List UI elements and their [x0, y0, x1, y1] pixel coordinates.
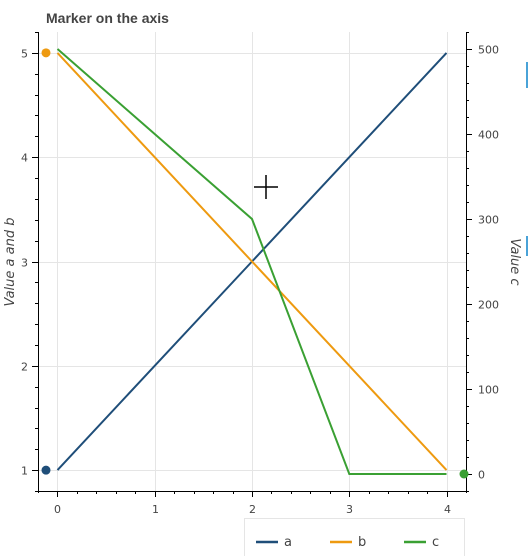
- crosshair-cursor: [254, 175, 278, 199]
- x-tick-label: 3: [346, 503, 353, 516]
- grid: [38, 32, 466, 491]
- legend-label-c: c: [432, 535, 439, 550]
- y-tick-label: 3: [21, 257, 28, 270]
- y-axis-label: Value a and b: [3, 218, 18, 307]
- y2-tick-label: 500: [478, 44, 499, 57]
- axis-marker-point: [41, 48, 51, 58]
- y-tick-label: 1: [21, 465, 28, 478]
- axis-markers: [41, 48, 469, 479]
- y-axis-ticks: 1 2 3 4 5: [21, 32, 38, 492]
- y-tick-label: 2: [21, 361, 28, 374]
- edge-tab-top: [526, 62, 528, 88]
- series-line-c: [56, 48, 447, 475]
- edge-tab-middle: [526, 236, 528, 256]
- series-line-b: [56, 52, 448, 471]
- y-tick-label: 4: [21, 152, 28, 165]
- x-tick-label: 1: [152, 503, 159, 516]
- chart-title: Marker on the axis: [46, 10, 169, 26]
- legend-label-b: b: [358, 535, 366, 550]
- y2-tick-label: 400: [478, 129, 499, 142]
- y2-axis-label: Value c: [507, 238, 522, 285]
- x-tick-label: 4: [444, 503, 451, 516]
- axis-marker-point: [41, 465, 51, 475]
- x-axis-ticks: 0 1 2 3 4: [54, 491, 451, 516]
- y2-tick-label: 300: [478, 214, 499, 227]
- x-tick-label: 0: [54, 503, 61, 516]
- y-tick-label: 5: [21, 48, 28, 61]
- y2-tick-label: 200: [478, 299, 499, 312]
- legend: a b c: [244, 518, 465, 556]
- y2-tick-label: 100: [478, 384, 499, 397]
- legend-label-a: a: [284, 535, 292, 550]
- y2-tick-label: 0: [478, 469, 485, 482]
- y2-axis-ticks: 0 100 200 300 400 500: [466, 32, 499, 492]
- x-tick-label: 2: [249, 503, 256, 516]
- series-lines: [56, 48, 448, 475]
- axis-marker-point: [459, 469, 469, 479]
